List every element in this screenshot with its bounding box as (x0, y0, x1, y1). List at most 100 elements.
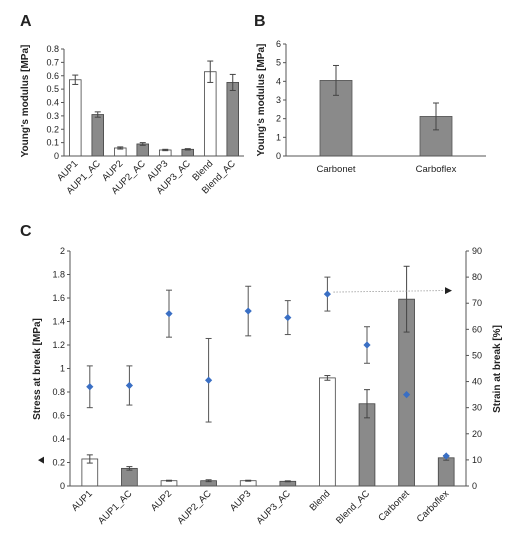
panel-c-x-label: AUP2_AC (175, 488, 213, 526)
panel-c-bar-error-blend-ac (364, 389, 370, 419)
panel-c-strain-marker-carbonet (403, 391, 411, 399)
panel-c-strain-marker-carboflex (442, 452, 450, 460)
panel-c-x-label: Carboflex (415, 488, 452, 525)
panel-a-error-bar-aup2-ac (139, 142, 146, 146)
panel-b-y-tick-label: 6 (276, 39, 281, 49)
panel-c-bar-blend (319, 377, 336, 487)
panel-c-chart: Stress at break [MPa] Strain at break [%… (32, 246, 503, 527)
panel-a-error-bars (72, 60, 236, 152)
panel-a-bar-blend-ac (226, 82, 239, 157)
panel-c-strain-markers (86, 290, 450, 460)
panel-c-y-tick-label-left: 0.2 (52, 458, 65, 468)
panel-a-bar-blend (203, 71, 217, 157)
panel-c-y-tick-label-left: 1.2 (52, 340, 65, 350)
panel-c-x-label: AUP3_AC (255, 488, 293, 526)
panel-c-y-tick-label-right: 40 (472, 377, 482, 387)
panel-c-y-tick-label-left: 1.4 (52, 317, 65, 327)
panel-c-bar-error-aup1 (86, 454, 93, 464)
panel-b-y-tick-label: 2 (276, 114, 281, 124)
panel-a-error-bar-aup1 (72, 74, 79, 85)
panel-c-left-axis-arrow (38, 456, 44, 464)
panel-a-x-labels: AUP1AUP1_ACAUP2AUP2_ACAUP3AUP3_ACBlendBl… (55, 158, 238, 197)
panel-c-x-label: Carbonet (376, 488, 412, 524)
panel-c-y-tick-label-right: 10 (472, 455, 482, 465)
panel-c-strain-marker-blend-ac (363, 341, 371, 349)
panel-c-x-label: Blend_AC (334, 488, 372, 526)
panel-c-y-tick-label-left: 1 (60, 364, 65, 374)
panel-c-bar-error-aup3-ac (284, 480, 291, 483)
panel-c-strain-marker-aup1 (86, 383, 94, 391)
panel-a-y-tick-label: 0.3 (46, 111, 59, 121)
panel-c-error-bars (86, 265, 450, 483)
panel-b-x-label: Carbonet (316, 164, 355, 175)
panel-a-y-tick-label: 0.7 (46, 57, 59, 67)
panel-letter-a: A (20, 13, 32, 30)
panel-c-y-ticks: 00.20.40.60.811.21.41.61.820102030405060… (52, 246, 482, 491)
panel-c-bar-aup1-ac (121, 467, 138, 487)
panel-a-y-tick-label: 0 (54, 151, 59, 161)
panel-letter-c: C (20, 223, 32, 240)
panel-c-y-tick-label-left: 0.6 (52, 411, 65, 421)
panel-c-bar-error-carbonet (403, 265, 410, 333)
panel-b-bars (319, 80, 453, 157)
panel-c-y-tick-label-right: 80 (472, 272, 482, 282)
panel-b-error-bar-carboflex (433, 102, 439, 131)
panel-c-x-label: AUP3 (228, 488, 253, 513)
panel-a-bar-aup1-ac (91, 114, 105, 157)
panel-c-y-tick-label-left: 0 (60, 481, 65, 491)
panel-a-y-tick-label: 0.4 (46, 98, 59, 108)
panel-c-strain-marker-aup3-ac (284, 313, 292, 322)
panel-c-bar-error-aup2 (166, 479, 172, 482)
panel-c-y-tick-label-right: 90 (472, 246, 482, 256)
panel-a-y-axis-title: Young's modulus [MPa] (20, 45, 31, 158)
panel-c-y-tick-label-right: 0 (472, 481, 477, 491)
panel-c-y-tick-label-left: 2 (60, 246, 65, 256)
panel-c-y-tick-label-left: 1.6 (52, 293, 65, 303)
panel-b-y-ticks: 0 1 2 3 4 5 6 (276, 39, 286, 161)
panel-c-right-axis-arrow (445, 287, 452, 295)
panel-b-y-tick-label: 1 (276, 132, 281, 142)
panel-c-y-axis-title-left: Stress at break [MPa] (32, 318, 43, 420)
panel-a-y-tick-label: 0.2 (46, 124, 59, 134)
panel-c-y-tick-label-left: 0.4 (52, 434, 65, 444)
panel-c-strain-marker-aup3 (244, 307, 252, 315)
panel-c-y-tick-label-right: 30 (472, 403, 482, 413)
panel-c-x-label: Blend (308, 488, 333, 513)
panel-c-x-labels: AUP1 AUP1_AC AUP2 AUP2_AC AUP3 AUP3_AC Blend Bl… (70, 488, 452, 527)
panel-b-x-label: Carboflex (416, 164, 457, 175)
panel-a-y-tick-label: 0.8 (46, 44, 59, 54)
panel-letter-b: B (254, 13, 266, 30)
panel-c-y-axis-title-right: Strain at break [%] (492, 325, 503, 413)
panel-b-y-tick-label: 3 (276, 95, 281, 105)
panel-a-error-bar-aup2 (117, 146, 124, 150)
panel-c-y-tick-label-right: 20 (472, 429, 482, 439)
panel-c-y-tick-label-left: 1.8 (52, 270, 65, 280)
panel-a-bar-aup1 (69, 79, 82, 157)
panel-a-error-bar-aup3 (162, 148, 169, 152)
panel-a-y-tick-label: 0.6 (46, 71, 59, 81)
panel-a-error-bar-blend-ac (229, 73, 236, 91)
panel-c-y-tick-label-left: 0.8 (52, 387, 65, 397)
panel-a-error-bar-aup3-ac (184, 148, 191, 151)
panel-c-x-label: AUP2 (149, 488, 174, 513)
panel-c-bar-carboflex (437, 457, 455, 487)
panel-b-y-axis-title: Young's modulus [MPa] (256, 44, 267, 157)
panel-c-y-tick-label-right: 50 (472, 350, 482, 360)
panel-b-y-tick-label: 4 (276, 76, 281, 86)
panel-a-error-bar-blend (207, 60, 214, 83)
panel-c-axis-arrows (38, 287, 452, 464)
panel-c-x-label: AUP1 (70, 488, 95, 513)
panel-a-chart: Young's modulus [MPa] 0 0.1 0.2 0.3 0.4 0.5 0.… (20, 44, 244, 197)
panel-b-error-bars (333, 64, 439, 131)
panel-b-x-labels: Carbonet Carboflex (316, 164, 456, 175)
panel-a-bars (69, 71, 239, 157)
panel-c-bar-error-blend (324, 375, 331, 381)
panel-c-bar-error-aup1-ac (126, 466, 133, 471)
panel-b-error-bar-carbonet (333, 64, 339, 96)
panel-c-bars (81, 298, 455, 487)
panel-a-y-ticks: 0 0.1 0.2 0.3 0.4 0.5 0.6 0.7 0.8 (46, 44, 64, 161)
panel-c-x-label: AUP1_AC (96, 488, 134, 526)
panel-a-y-tick-label: 0.1 (46, 138, 59, 148)
panel-c-y-tick-label-right: 70 (472, 298, 482, 308)
